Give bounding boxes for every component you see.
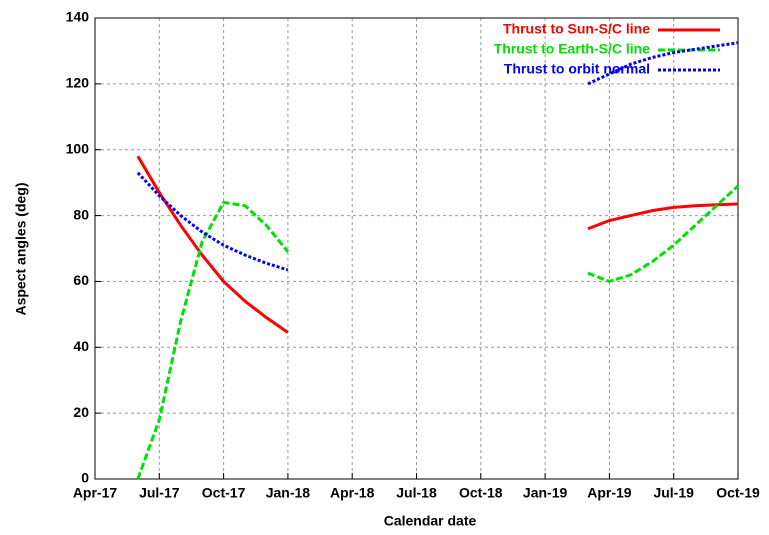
x-tick-label: Apr-18 — [330, 485, 375, 501]
y-axis-label: Aspect angles (deg) — [13, 182, 29, 315]
y-tick-label: 20 — [73, 404, 89, 420]
x-tick-label: Oct-19 — [716, 485, 760, 501]
y-tick-label: 0 — [81, 470, 89, 486]
series-line — [136, 155, 739, 334]
x-tick-label: Oct-18 — [459, 485, 503, 501]
x-tick-label: Oct-17 — [202, 485, 246, 501]
y-tick-label: 80 — [73, 206, 89, 222]
legend-label: Thrust to orbit normal — [504, 61, 650, 77]
x-tick-label: Jul-17 — [139, 485, 180, 501]
y-tick-label: 120 — [66, 75, 90, 91]
x-tick-label: Jul-18 — [396, 485, 437, 501]
x-tick-label: Apr-19 — [587, 485, 632, 501]
series-line — [136, 41, 739, 272]
x-tick-label: Jul-19 — [653, 485, 694, 501]
y-tick-label: 60 — [73, 272, 89, 288]
y-tick-label: 40 — [73, 338, 89, 354]
x-axis-label: Calendar date — [384, 513, 477, 529]
legend-label: Thrust to Sun-S/C line — [503, 21, 650, 37]
series-line — [136, 184, 740, 480]
legend-label: Thrust to Earth-S/C line — [494, 41, 651, 57]
x-tick-label: Jan-18 — [266, 485, 311, 501]
x-tick-label: Apr-17 — [73, 485, 118, 501]
plot-frame — [94, 17, 739, 480]
y-tick-label: 140 — [66, 9, 90, 25]
x-tick-label: Jan-19 — [523, 485, 568, 501]
y-tick-label: 100 — [66, 140, 90, 156]
